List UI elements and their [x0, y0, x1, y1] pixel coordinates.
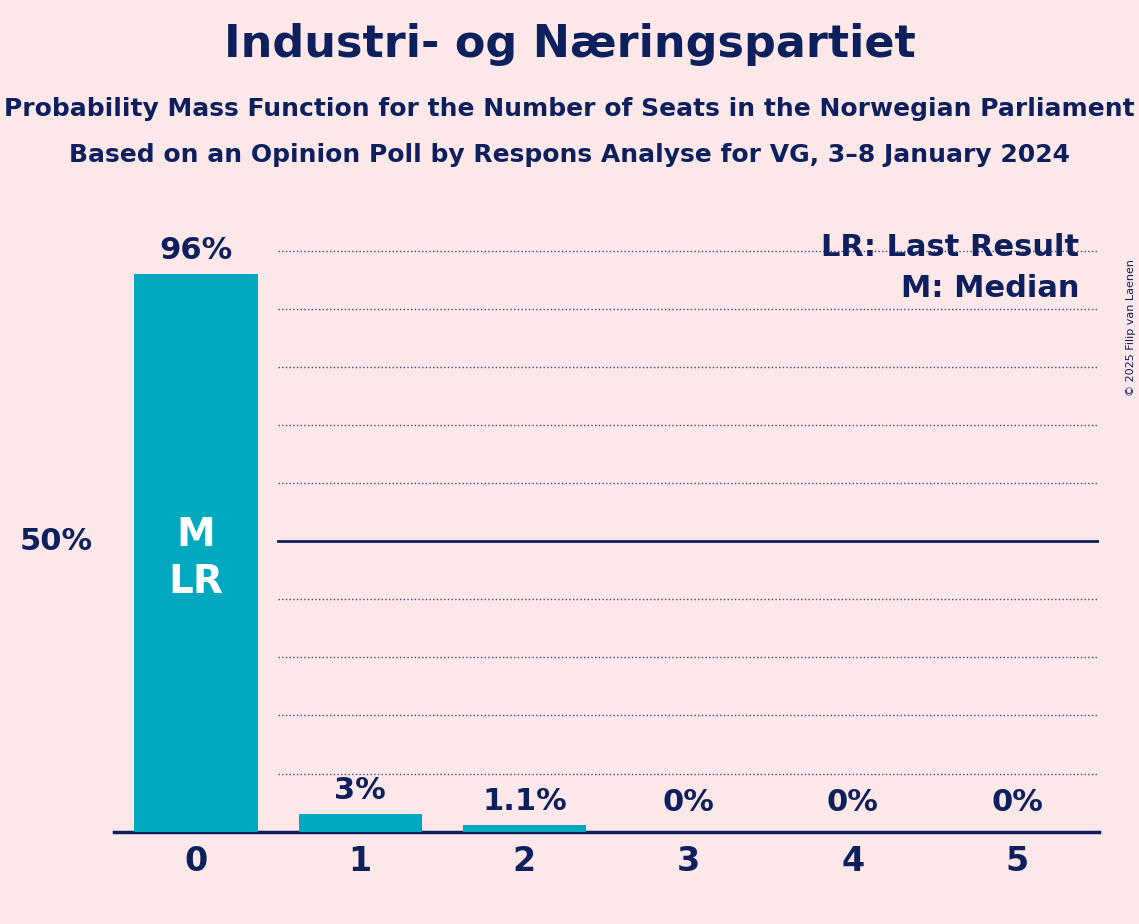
- Text: 0%: 0%: [991, 788, 1043, 817]
- Text: LR: Last Result: LR: Last Result: [821, 234, 1080, 262]
- Text: 1.1%: 1.1%: [482, 787, 567, 817]
- Text: 0%: 0%: [827, 788, 879, 817]
- Bar: [462, 825, 585, 832]
- Bar: [134, 274, 257, 832]
- Text: Industri- og Næringspartiet: Industri- og Næringspartiet: [223, 23, 916, 67]
- Text: © 2025 Filip van Laenen: © 2025 Filip van Laenen: [1126, 259, 1136, 395]
- Text: Based on an Opinion Poll by Respons Analyse for VG, 3–8 January 2024: Based on an Opinion Poll by Respons Anal…: [69, 143, 1070, 167]
- Text: 50%: 50%: [21, 527, 93, 555]
- Bar: [298, 814, 421, 832]
- Text: 96%: 96%: [159, 237, 232, 265]
- Text: M: Median: M: Median: [901, 274, 1080, 303]
- Text: 0%: 0%: [663, 788, 714, 817]
- Text: M
LR: M LR: [169, 517, 223, 602]
- Text: Probability Mass Function for the Number of Seats in the Norwegian Parliament: Probability Mass Function for the Number…: [5, 97, 1134, 121]
- Text: 3%: 3%: [335, 776, 386, 806]
